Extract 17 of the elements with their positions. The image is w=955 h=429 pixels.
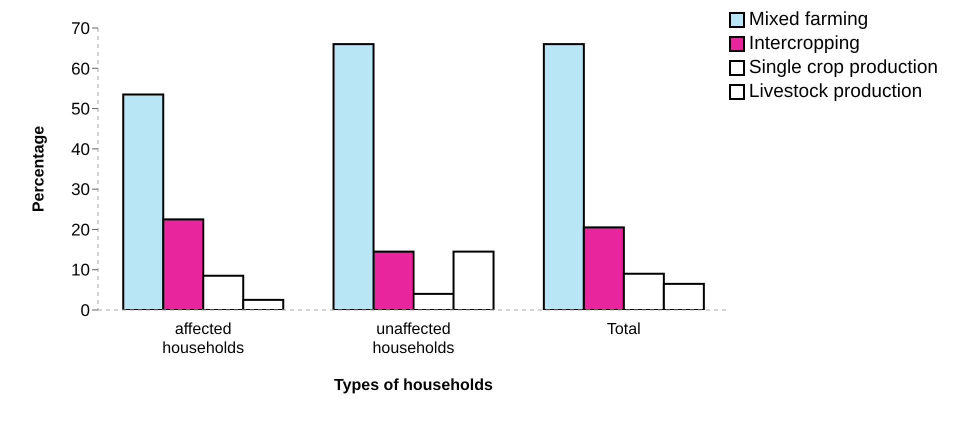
y-axis-title: Percentage	[30, 126, 48, 212]
legend-label: Mixed farming	[748, 8, 868, 32]
y-tick-label: 0	[80, 301, 90, 320]
x-tick-label: Total	[606, 321, 641, 338]
y-tick-label: 10	[71, 260, 90, 280]
y-tick-label: 40	[71, 140, 90, 159]
y-tick-label: 30	[71, 180, 90, 200]
legend-label: Livestock production	[748, 80, 922, 104]
x-tick-label: unaffected households	[372, 321, 454, 357]
legend-label: Intercropping	[748, 32, 860, 56]
y-tick-label: 60	[71, 59, 90, 78]
x-axis-title: Types of households	[334, 377, 493, 394]
y-tick-label: 20	[71, 220, 90, 240]
y-tick-label: 70	[71, 19, 90, 38]
y-tick-label: 50	[71, 100, 90, 119]
legend-label: Single crop production	[748, 56, 938, 80]
x-tick-label: affected households	[162, 321, 244, 357]
